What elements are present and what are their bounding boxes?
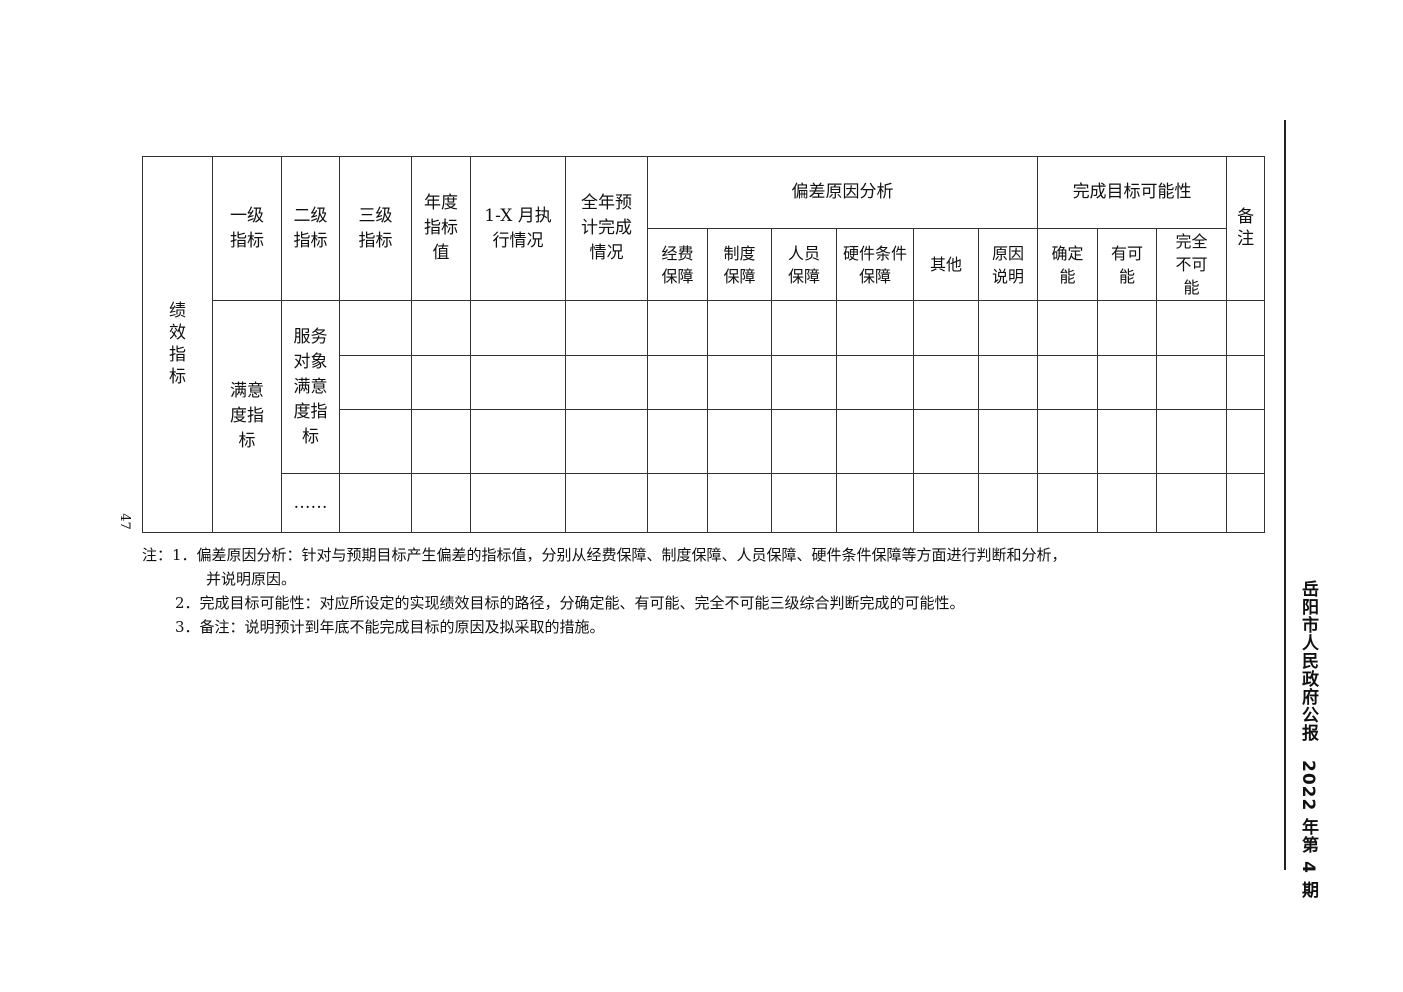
empty-cell	[470, 355, 566, 410]
empty-cell	[977, 355, 1039, 410]
empty-cell	[1037, 409, 1099, 474]
row-header-performance: 绩效指标	[142, 156, 213, 533]
note-1: 注：1．偏差原因分析：针对与预期目标产生偏差的指标值，分别从经费保障、制度保障、…	[142, 546, 1067, 564]
empty-cell	[707, 300, 772, 356]
empty-cell	[1037, 473, 1099, 533]
empty-cell	[836, 300, 914, 356]
empty-cell	[1037, 300, 1099, 356]
note-1-cont: 并说明原因。	[206, 570, 297, 588]
empty-cell	[339, 409, 412, 474]
empty-cell	[470, 409, 566, 474]
cell-level2-service-satisfaction: 服务对象满意度指标	[281, 300, 340, 474]
empty-cell	[1156, 409, 1228, 474]
header-deviation-analysis: 偏差原因分析	[646, 156, 1039, 229]
empty-cell	[1226, 300, 1266, 356]
header-execution: 1-X 月执行情况	[470, 156, 566, 301]
empty-cell	[913, 409, 979, 474]
cell-level1-satisfaction: 满意度指标	[212, 300, 282, 533]
empty-cell	[1226, 473, 1266, 533]
empty-cell	[771, 355, 837, 410]
empty-cell	[1037, 355, 1099, 410]
empty-cell	[977, 300, 1039, 356]
empty-cell	[565, 409, 648, 474]
note-2: 2．完成目标可能性：对应所设定的实现绩效目标的路径，分确定能、有可能、完全不可能…	[175, 594, 965, 612]
header-possible: 有可能	[1097, 228, 1158, 301]
empty-cell	[1226, 409, 1266, 474]
empty-cell	[411, 473, 471, 533]
empty-cell	[707, 409, 772, 474]
empty-cell	[647, 300, 708, 356]
empty-cell	[836, 473, 914, 533]
empty-cell	[913, 355, 979, 410]
empty-cell	[411, 409, 471, 474]
empty-cell	[1156, 300, 1228, 356]
performance-table: 绩效指标 一级指标 二级指标 三级指标 年度指标值 1-X 月执行情况 全年预计…	[142, 156, 1266, 533]
header-personnel: 人员保障	[771, 228, 837, 301]
sidebar-rule	[1284, 120, 1286, 870]
empty-cell	[1097, 355, 1158, 410]
row-header-text: 绩效指标	[169, 300, 186, 387]
empty-cell	[771, 409, 837, 474]
empty-cell	[339, 473, 412, 533]
empty-cell	[1097, 473, 1158, 533]
empty-cell	[771, 473, 837, 533]
empty-cell	[977, 409, 1039, 474]
empty-cell	[1097, 409, 1158, 474]
empty-cell	[565, 300, 648, 356]
header-hardware: 硬件条件保障	[836, 228, 914, 301]
note-3: 3．备注：说明预计到年底不能完成目标的原因及拟采取的措施。	[175, 618, 605, 636]
sidebar-journal-title: 岳阳市人民政府公报 2022 年第 4 期	[1298, 580, 1318, 899]
cell-ellipsis: ……	[281, 473, 340, 533]
empty-cell	[647, 355, 708, 410]
notes: 注：1．偏差原因分析：针对与预期目标产生偏差的指标值，分别从经费保障、制度保障、…	[142, 543, 1067, 639]
empty-cell	[1226, 355, 1266, 410]
header-level3: 三级指标	[339, 156, 412, 301]
empty-cell	[411, 355, 471, 410]
header-level1: 一级指标	[212, 156, 282, 301]
empty-cell	[565, 473, 648, 533]
empty-cell	[977, 473, 1039, 533]
empty-cell	[707, 355, 772, 410]
empty-cell	[1097, 300, 1158, 356]
header-other: 其他	[913, 228, 979, 301]
empty-cell	[470, 473, 566, 533]
header-annual-target: 年度指标值	[411, 156, 471, 301]
empty-cell	[913, 473, 979, 533]
empty-cell	[707, 473, 772, 533]
header-funding: 经费保障	[647, 228, 708, 301]
empty-cell	[565, 355, 648, 410]
header-level2: 二级指标	[281, 156, 340, 301]
empty-cell	[647, 473, 708, 533]
empty-cell	[339, 355, 412, 410]
header-reason: 原因说明	[977, 228, 1039, 301]
empty-cell	[1156, 473, 1228, 533]
empty-cell	[470, 300, 566, 356]
empty-cell	[647, 409, 708, 474]
header-remark: 备注	[1226, 156, 1266, 301]
empty-cell	[411, 300, 471, 356]
empty-cell	[339, 300, 412, 356]
page-number: 47	[116, 513, 132, 530]
empty-cell	[771, 300, 837, 356]
empty-cell	[836, 355, 914, 410]
header-feasibility: 完成目标可能性	[1037, 156, 1228, 229]
header-certain: 确定能	[1037, 228, 1099, 301]
empty-cell	[836, 409, 914, 474]
header-forecast: 全年预计完成情况	[565, 156, 648, 301]
empty-cell	[1156, 355, 1228, 410]
header-impossible: 完全不可能	[1156, 228, 1228, 301]
header-system: 制度保障	[707, 228, 772, 301]
empty-cell	[913, 300, 979, 356]
